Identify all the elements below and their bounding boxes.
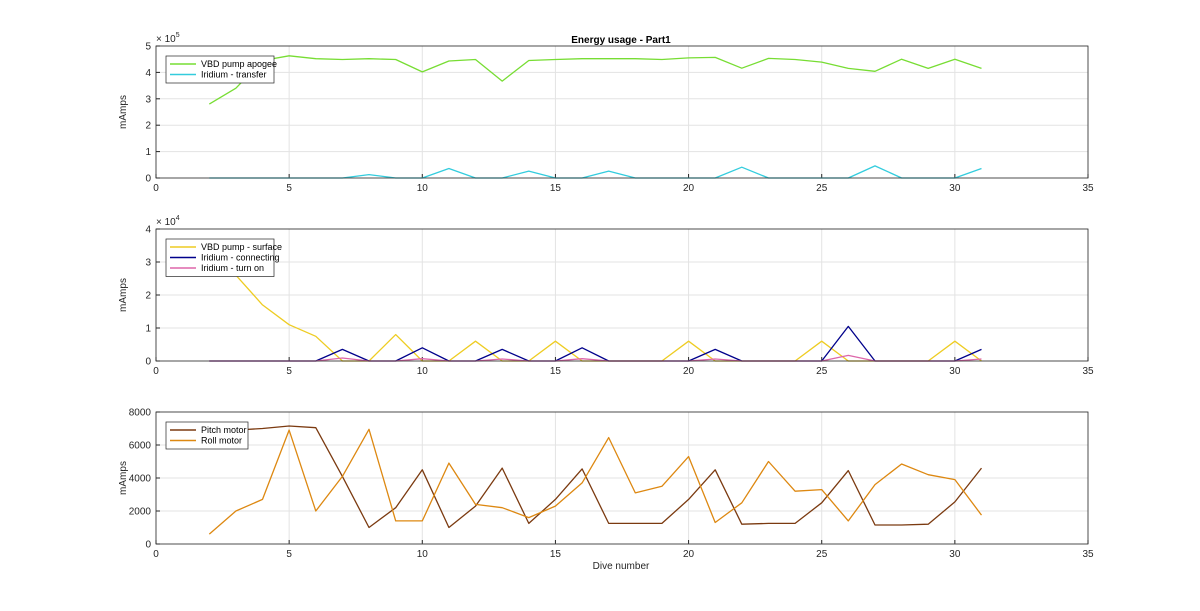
y-tick-label: 2000 <box>129 507 152 518</box>
legend-box <box>165 421 249 450</box>
figure-title: Energy usage - Part1 <box>571 35 671 46</box>
x-tick-label: 30 <box>949 366 961 377</box>
axes-3: 0 5 10 15 20 25 30 35 0 2000 4000 6000 8000 mAmps Pitc… <box>118 408 1094 561</box>
y-tick-label: 5 <box>145 42 151 53</box>
y-axis-label: mAmps <box>118 461 129 495</box>
x-tick-label: 25 <box>816 366 828 377</box>
x-tick-label: 10 <box>417 183 429 194</box>
x-tick-label: 10 <box>417 549 429 560</box>
y-tick-label: 6000 <box>129 441 152 452</box>
x-tick-label: 10 <box>417 366 429 377</box>
x-axis-label: Dive number <box>593 561 650 572</box>
axes-box <box>155 45 1089 179</box>
x-tick-label: 20 <box>683 366 695 377</box>
x-tick-label: 35 <box>1082 183 1094 194</box>
y-exponent-power: 4 <box>176 215 180 222</box>
x-tick-label: 5 <box>286 366 292 377</box>
legend-entry: VBD pump apogee <box>201 59 277 69</box>
y-tick-label: 2 <box>145 291 151 302</box>
series-line <box>209 325 982 362</box>
x-tick-label: 0 <box>153 549 159 560</box>
y-exponent-label: × 104 <box>156 215 180 228</box>
y-exponent-label: × 105 <box>156 32 180 45</box>
x-tick-label: 5 <box>286 549 292 560</box>
y-tick-label: 0 <box>145 357 151 368</box>
legend-entry: Iridium - turn on <box>201 263 264 273</box>
y-tick-label: 3 <box>145 94 151 105</box>
x-tick-label: 20 <box>683 183 695 194</box>
y-tick-label: 8000 <box>129 408 152 419</box>
y-tick-label: 0 <box>145 540 151 551</box>
legend-entry: Iridium - connecting <box>201 253 280 263</box>
axes-box <box>155 411 1089 545</box>
plot-area <box>156 46 1088 178</box>
x-tick-label: 15 <box>550 366 562 377</box>
axes-box <box>155 228 1089 362</box>
y-tick-label: 1 <box>145 324 151 335</box>
legend-entry: Roll motor <box>201 436 242 446</box>
series-line <box>208 428 983 535</box>
y-tick-label: 4 <box>145 225 151 236</box>
y-exponent-power: 5 <box>176 32 180 39</box>
series-line <box>208 55 982 105</box>
y-tick-label: 1 <box>145 147 151 158</box>
x-tick-label: 20 <box>683 549 695 560</box>
x-tick-label: 35 <box>1082 366 1094 377</box>
series-line <box>209 354 982 362</box>
x-tick-label: 25 <box>816 549 828 560</box>
x-tick-label: 5 <box>286 183 292 194</box>
legend-entry: Pitch motor <box>201 425 247 435</box>
series-line <box>209 425 983 529</box>
y-tick-label: 4 <box>145 68 151 79</box>
y-tick-label: 4000 <box>129 474 152 485</box>
y-axis-label: mAmps <box>118 95 129 129</box>
legend-entry: VBD pump - surface <box>201 242 282 252</box>
legend-entry: Iridium - transfer <box>201 70 267 80</box>
x-tick-label: 0 <box>153 183 159 194</box>
y-tick-label: 3 <box>145 258 151 269</box>
x-tick-label: 35 <box>1082 549 1094 560</box>
x-tick-label: 0 <box>153 366 159 377</box>
y-tick-label: 2 <box>145 121 151 132</box>
x-tick-label: 30 <box>949 183 961 194</box>
x-tick-label: 25 <box>816 183 828 194</box>
x-tick-label: 30 <box>949 549 961 560</box>
y-tick-label: 0 <box>145 174 151 185</box>
x-tick-label: 15 <box>550 183 562 194</box>
x-tick-label: 15 <box>550 549 562 560</box>
legend-box <box>165 55 275 84</box>
y-axis-label: mAmps <box>118 278 129 312</box>
